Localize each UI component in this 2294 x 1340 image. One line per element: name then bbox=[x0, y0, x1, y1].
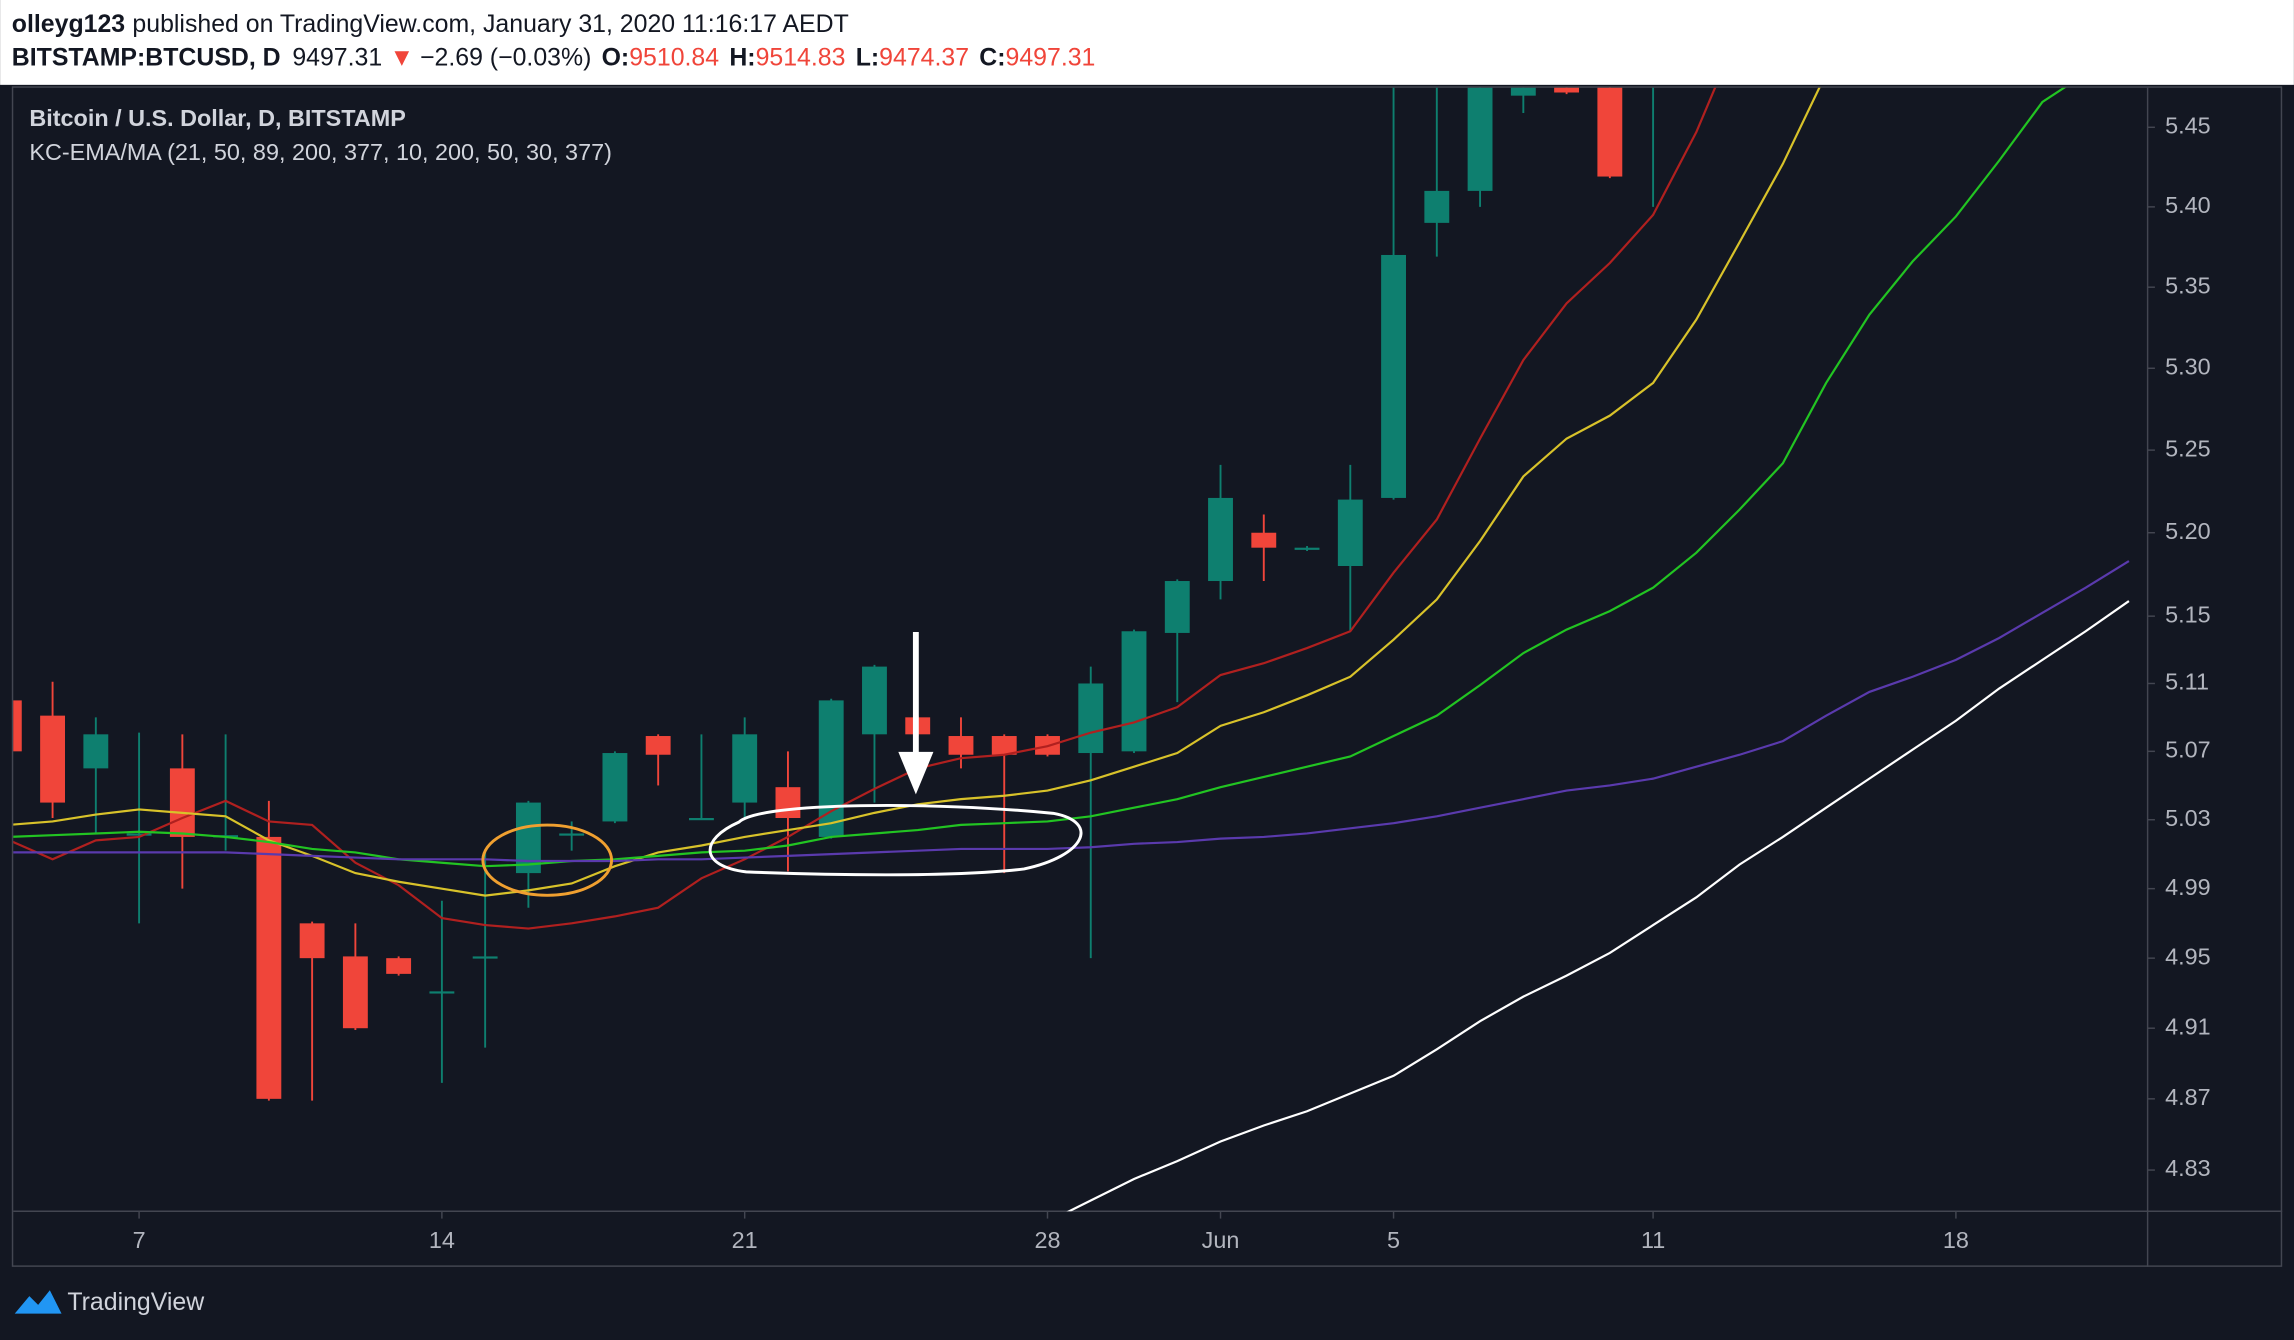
candle-body bbox=[689, 818, 714, 821]
high: 9514.83 bbox=[756, 43, 846, 71]
candle-body bbox=[1078, 683, 1104, 754]
candle-body bbox=[386, 958, 412, 974]
x-tick-label: 14 bbox=[429, 1227, 455, 1253]
candle-body bbox=[602, 753, 628, 822]
brand: TradingView bbox=[67, 1288, 205, 1316]
open-label: O: bbox=[602, 43, 630, 71]
candle-body bbox=[1510, 87, 1536, 96]
close-label: C: bbox=[979, 43, 1005, 71]
candle-body bbox=[515, 802, 541, 874]
direction: ▼ bbox=[390, 43, 415, 71]
y-tick-label: 4.95 bbox=[2165, 943, 2211, 969]
x-tick-label: 7 bbox=[133, 1227, 146, 1253]
published: published on TradingView.com, January 31… bbox=[132, 9, 848, 37]
y-tick-label: 5.40 bbox=[2165, 192, 2211, 218]
candle-body bbox=[1337, 499, 1363, 567]
quote-line: BITSTAMP:BTCUSD, D 9497.31 ▼ −2.69 (−0.03%)… bbox=[12, 43, 1096, 71]
candle-body bbox=[775, 787, 801, 819]
x-tick-label: Jun bbox=[1202, 1227, 1240, 1253]
candle-body bbox=[1164, 581, 1190, 633]
y-tick-label: 5.30 bbox=[2165, 353, 2211, 379]
publish-line: olleyg123 published on TradingView.com, J… bbox=[12, 9, 849, 37]
y-tick-label: 4.83 bbox=[2165, 1155, 2211, 1181]
candle-body bbox=[126, 833, 152, 836]
indicator-line bbox=[13, 87, 2067, 868]
chart-title: Bitcoin / U.S. Dollar, D, BITSTAMP bbox=[29, 105, 405, 131]
header-bg bbox=[0, 0, 2294, 85]
x-tick-label: 18 bbox=[1943, 1227, 1969, 1253]
candle-body bbox=[83, 734, 109, 769]
y-tick-label: 5.07 bbox=[2165, 737, 2211, 763]
candle-body bbox=[429, 991, 455, 994]
candle-body bbox=[645, 736, 671, 755]
x-tick-label: 28 bbox=[1034, 1227, 1060, 1253]
candle-body bbox=[169, 768, 195, 837]
chart-frame bbox=[11, 86, 2283, 1267]
y-tick-label: 5.35 bbox=[2165, 272, 2211, 298]
candle-body bbox=[299, 923, 325, 959]
candle-body bbox=[1381, 254, 1406, 498]
candle-body bbox=[256, 836, 282, 1099]
y-tick-label: 5.11 bbox=[2165, 669, 2209, 695]
open: 9510.84 bbox=[629, 43, 719, 71]
candle-body bbox=[732, 734, 758, 803]
candle-body bbox=[991, 736, 1017, 755]
x-tick-label: 11 bbox=[1641, 1227, 1665, 1253]
indicator-line bbox=[13, 87, 1717, 930]
candle-body bbox=[1424, 190, 1450, 223]
candle-body bbox=[1294, 547, 1320, 550]
change: −2.69 (−0.03%) bbox=[420, 43, 591, 71]
y-tick-label: 4.99 bbox=[2165, 874, 2211, 900]
y-tick-label: 4.91 bbox=[2165, 1013, 2211, 1039]
candle-body bbox=[342, 956, 368, 1029]
candle-body bbox=[818, 700, 844, 837]
y-tick-label: 5.25 bbox=[2165, 435, 2211, 461]
candle-body bbox=[1121, 631, 1147, 752]
arrow-head bbox=[898, 751, 934, 795]
high-label: H: bbox=[729, 43, 755, 71]
indicator-label: KC-EMA/MA (21, 50, 89, 200, 377, 10, 200… bbox=[29, 139, 612, 165]
candle-body bbox=[559, 833, 585, 836]
candle-body bbox=[1208, 497, 1233, 582]
candle-body bbox=[948, 736, 974, 755]
indicator-line bbox=[1066, 600, 2130, 1212]
low-label: L: bbox=[856, 43, 879, 71]
candle-body bbox=[40, 715, 66, 803]
y-tick-label: 5.15 bbox=[2165, 601, 2211, 627]
low: 9474.37 bbox=[879, 43, 969, 71]
candle-body bbox=[862, 666, 887, 735]
logo-icon bbox=[14, 1290, 62, 1314]
logo bbox=[14, 1290, 62, 1314]
plot-area bbox=[13, 87, 2130, 1212]
symbol: BITSTAMP:BTCUSD, D bbox=[12, 43, 281, 71]
y-tick-label: 5.03 bbox=[2165, 805, 2211, 831]
last: 9497.31 bbox=[292, 43, 382, 71]
y-tick-label: 4.87 bbox=[2165, 1084, 2211, 1110]
candle-body bbox=[1597, 87, 1623, 177]
candle-body bbox=[1467, 87, 1493, 191]
y-tick-label: 5.20 bbox=[2165, 518, 2211, 544]
candle-body bbox=[1251, 532, 1277, 548]
candle-body bbox=[13, 700, 22, 752]
candle-body bbox=[1554, 87, 1580, 93]
y-tick-label: 5.45 bbox=[2165, 112, 2211, 138]
white-circle bbox=[708, 804, 1083, 877]
indicator-line bbox=[13, 560, 2130, 863]
author: olleyg123 bbox=[12, 9, 125, 37]
close: 9497.31 bbox=[1006, 43, 1096, 71]
x-tick-label: 5 bbox=[1387, 1227, 1400, 1253]
candle-body bbox=[472, 956, 498, 959]
orange-circle bbox=[481, 823, 614, 897]
x-tick-label: 21 bbox=[732, 1227, 758, 1253]
